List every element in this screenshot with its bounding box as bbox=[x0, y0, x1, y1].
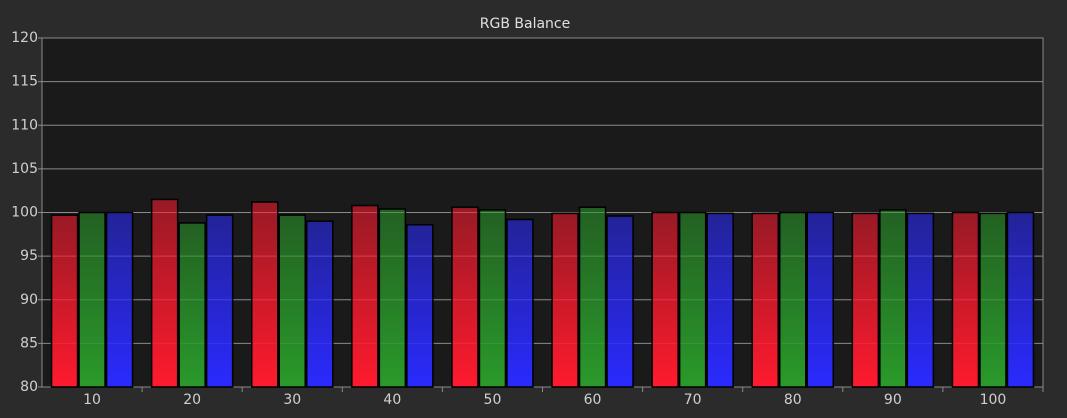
y-tick-label: 80 bbox=[20, 379, 38, 395]
bar bbox=[506, 218, 534, 388]
bar bbox=[306, 220, 334, 388]
x-tick-label: 30 bbox=[283, 392, 301, 408]
x-tick-label: 100 bbox=[980, 392, 1007, 408]
bar bbox=[879, 209, 907, 388]
x-tick-label: 10 bbox=[83, 392, 101, 408]
bar bbox=[351, 204, 379, 388]
y-tick-label: 105 bbox=[11, 161, 38, 177]
y-tick-label: 85 bbox=[20, 335, 38, 351]
bar bbox=[951, 211, 980, 388]
bar bbox=[478, 209, 507, 388]
bar bbox=[651, 211, 679, 388]
chart-title: RGB Balance bbox=[480, 16, 570, 32]
y-tick-label: 95 bbox=[20, 248, 38, 264]
x-tick-label: 60 bbox=[584, 392, 602, 408]
y-tick-label: 90 bbox=[20, 292, 38, 308]
bar bbox=[50, 214, 79, 388]
bar bbox=[578, 206, 607, 388]
bar bbox=[851, 212, 880, 388]
x-tick-label: 70 bbox=[684, 392, 702, 408]
y-tick-label: 115 bbox=[11, 74, 38, 90]
bar bbox=[979, 212, 1007, 388]
bar bbox=[706, 212, 734, 388]
bar bbox=[451, 206, 479, 388]
bar bbox=[406, 223, 434, 388]
bar bbox=[150, 198, 179, 388]
bar bbox=[779, 211, 807, 388]
bar bbox=[251, 201, 279, 388]
bar bbox=[78, 211, 106, 388]
bar bbox=[906, 212, 935, 388]
bar bbox=[806, 211, 834, 388]
x-tick-label: 50 bbox=[484, 392, 502, 408]
bar bbox=[678, 211, 707, 388]
bar bbox=[551, 212, 579, 388]
x-tick-label: 40 bbox=[383, 392, 401, 408]
bar bbox=[751, 212, 779, 388]
bar bbox=[205, 214, 234, 388]
bar bbox=[1006, 211, 1035, 388]
bar bbox=[606, 215, 634, 388]
y-tick-label: 110 bbox=[11, 117, 38, 133]
x-tick-label: 20 bbox=[183, 392, 201, 408]
x-tick-label: 90 bbox=[884, 392, 902, 408]
y-tick-label: 120 bbox=[11, 30, 38, 46]
bar bbox=[178, 222, 206, 388]
bar bbox=[278, 214, 306, 388]
bar bbox=[378, 208, 407, 388]
bar bbox=[105, 211, 134, 388]
y-tick-label: 100 bbox=[11, 205, 38, 221]
x-tick-label: 80 bbox=[784, 392, 802, 408]
